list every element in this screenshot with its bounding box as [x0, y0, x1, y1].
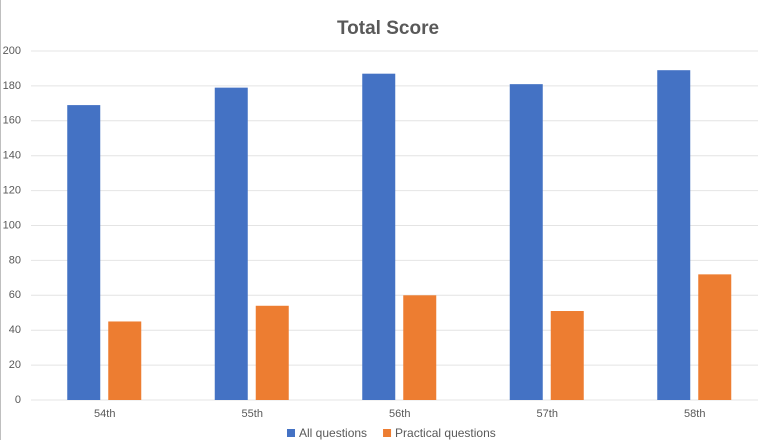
legend-label: All questions: [299, 426, 367, 440]
x-tick-label: 54th: [94, 408, 115, 420]
legend-swatch: [287, 429, 295, 437]
x-tick-label: 57th: [537, 408, 558, 420]
bar: [67, 105, 101, 400]
legend-label: Practical questions: [395, 426, 496, 440]
bar: [509, 84, 543, 400]
y-tick-label: 160: [3, 115, 21, 127]
x-tick-label: 56th: [389, 408, 410, 420]
bar: [255, 305, 289, 400]
y-tick-label: 180: [3, 80, 21, 92]
y-tick-label: 20: [9, 359, 21, 371]
legend-swatch: [383, 429, 392, 437]
y-tick-label: 40: [9, 324, 21, 336]
y-tick-label: 200: [3, 45, 21, 57]
bar: [108, 321, 142, 400]
y-tick-label: 140: [3, 150, 21, 162]
y-tick-label: 60: [9, 289, 21, 301]
bar: [550, 311, 584, 400]
x-tick-label: 55th: [242, 408, 263, 420]
bar: [214, 87, 248, 401]
y-tick-label: 80: [9, 254, 21, 266]
x-tick-label: 58th: [684, 408, 705, 420]
y-tick-label: 120: [3, 185, 21, 197]
bar: [657, 70, 691, 400]
bar: [698, 274, 732, 400]
y-tick-label: 0: [15, 394, 21, 406]
bar: [403, 295, 437, 400]
chart-title: Total Score: [337, 18, 439, 39]
y-tick-label: 100: [3, 219, 21, 231]
bar: [362, 73, 396, 400]
